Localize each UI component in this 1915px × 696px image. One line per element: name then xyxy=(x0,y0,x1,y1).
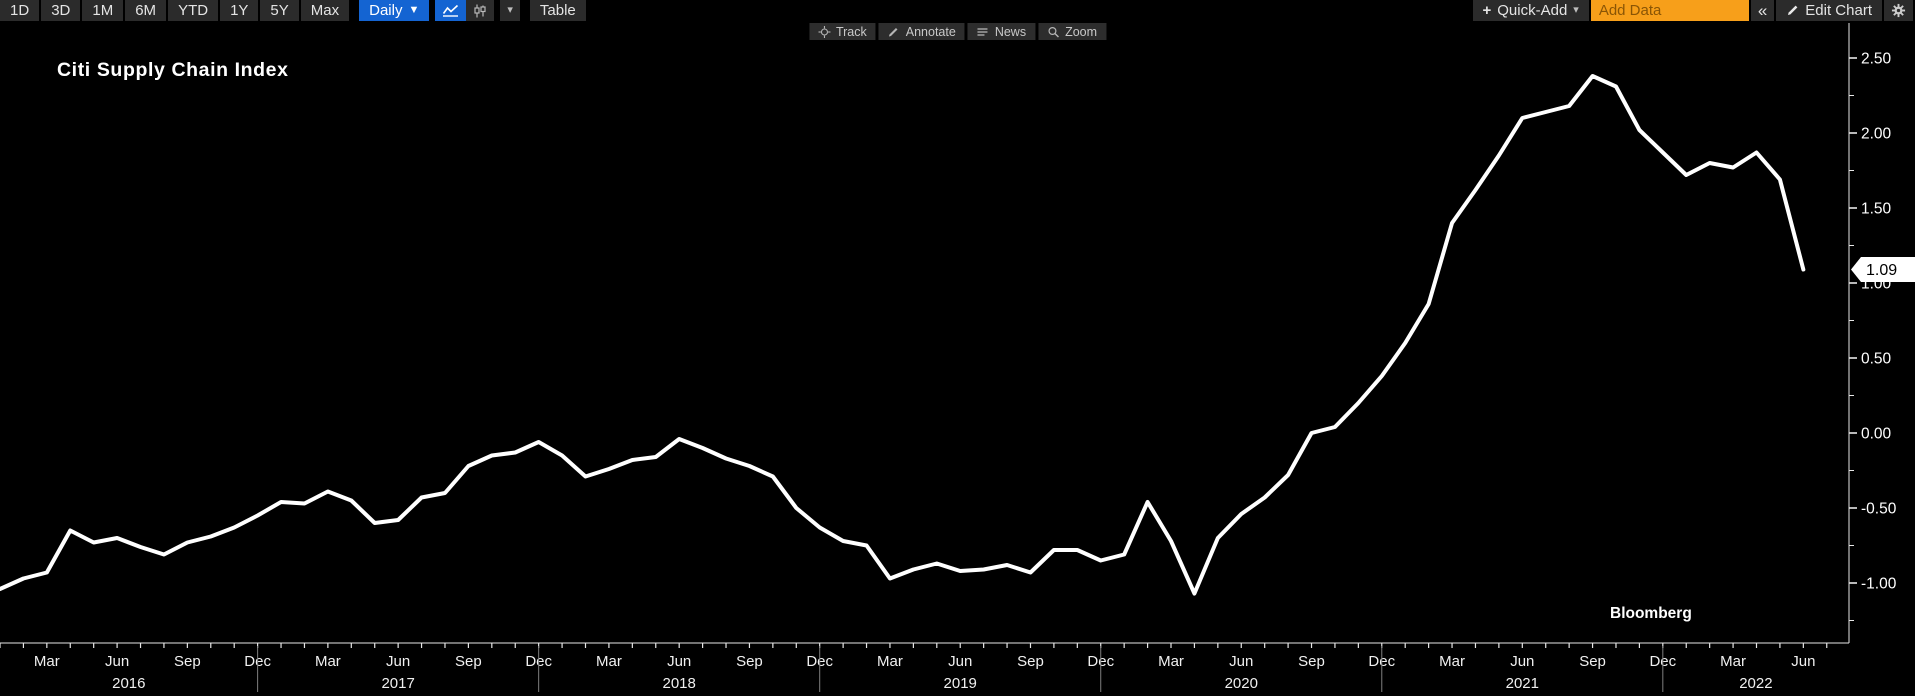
track-button[interactable]: Track xyxy=(808,23,876,40)
x-axis-month-label: Mar xyxy=(1720,653,1746,670)
settings-button[interactable] xyxy=(1884,0,1913,21)
x-axis-month-label: Mar xyxy=(877,653,903,670)
annotate-button[interactable]: Annotate xyxy=(878,23,965,40)
line-chart-icon xyxy=(443,4,459,17)
quick-add-button[interactable]: + Quick-Add ▾ xyxy=(1472,0,1589,21)
period-button-3d[interactable]: 3D xyxy=(41,0,81,21)
chart-toolbar: 1D 3D 1M 6M YTD 1Y 5Y Max Daily ▼ xyxy=(0,0,1915,22)
x-axis-month-label: Mar xyxy=(1439,653,1465,670)
x-axis-year-label: 2022 xyxy=(1739,675,1772,692)
chart-title: Citi Supply Chain Index xyxy=(57,59,289,81)
period-button-1m[interactable]: 1M xyxy=(82,0,124,21)
y-axis-tick-label: 0.00 xyxy=(1861,426,1892,443)
x-axis-month-label: Jun xyxy=(1791,653,1815,670)
x-axis-month-label: Mar xyxy=(596,653,622,670)
y-axis-tick-label: 0.50 xyxy=(1861,351,1892,368)
x-axis-month-label: Mar xyxy=(34,653,60,670)
period-button-1d[interactable]: 1D xyxy=(0,0,40,21)
x-axis-month-label: Sep xyxy=(455,653,482,670)
x-axis-year-label: 2021 xyxy=(1506,675,1539,692)
plus-icon: + xyxy=(1482,2,1492,19)
candlestick-chart-type-button[interactable] xyxy=(466,0,495,21)
magnifier-icon xyxy=(1048,26,1059,37)
x-axis-year-label: 2020 xyxy=(1225,675,1258,692)
last-value-badge-text: 1.09 xyxy=(1866,262,1897,279)
frequency-dropdown[interactable]: Daily ▼ xyxy=(359,0,430,21)
x-axis-month-label: Mar xyxy=(315,653,341,670)
frequency-label: Daily xyxy=(369,2,403,19)
y-axis-tick-label: 2.00 xyxy=(1861,126,1892,143)
x-axis-year-label: 2016 xyxy=(112,675,145,692)
zoom-button[interactable]: Zoom xyxy=(1038,23,1107,40)
bloomberg-watermark: Bloomberg xyxy=(1610,605,1692,622)
add-data-input[interactable] xyxy=(1590,0,1749,21)
x-axis-year-label: 2017 xyxy=(381,675,414,692)
pencil-icon xyxy=(1788,5,1798,15)
chart-type-more-dropdown[interactable]: ▾ xyxy=(500,0,520,21)
period-button-max[interactable]: Max xyxy=(300,0,350,21)
x-axis-month-label: Jun xyxy=(667,653,691,670)
caret-down-icon: ▼ xyxy=(408,4,420,16)
zoom-label: Zoom xyxy=(1065,24,1098,39)
x-axis-month-label: Sep xyxy=(1579,653,1606,670)
period-button-6m[interactable]: 6M xyxy=(125,0,167,21)
candlestick-icon xyxy=(474,4,486,17)
collapse-icon: « xyxy=(1757,1,1768,20)
period-button-1y[interactable]: 1Y xyxy=(220,0,259,21)
x-axis-month-label: Jun xyxy=(948,653,972,670)
x-axis-month-label: Sep xyxy=(736,653,763,670)
x-axis-month-label: Jun xyxy=(1510,653,1534,670)
edit-chart-label: Edit Chart xyxy=(1805,2,1872,19)
track-label: Track xyxy=(835,24,867,39)
x-axis-month-label: Sep xyxy=(174,653,201,670)
period-button-group: 1D 3D 1M 6M YTD 1Y 5Y Max xyxy=(0,0,350,21)
toolbar-right-group: + Quick-Add ▾ « Edit Chart xyxy=(1472,0,1915,21)
x-axis-month-label: Sep xyxy=(1298,653,1325,670)
period-button-5y[interactable]: 5Y xyxy=(260,0,299,21)
x-axis-month-label: Mar xyxy=(1158,653,1184,670)
x-axis-month-label: Jun xyxy=(1229,653,1253,670)
y-axis-tick-label: -1.00 xyxy=(1861,576,1897,593)
chart-line xyxy=(0,74,1806,596)
pencil-icon xyxy=(889,27,898,36)
x-axis-month-label: Sep xyxy=(1017,653,1044,670)
line-chart-type-button[interactable] xyxy=(435,0,467,21)
chart-tools-bar: Track Annotate News Zoom xyxy=(808,23,1107,40)
y-axis-tick-label: 1.50 xyxy=(1861,201,1892,218)
y-axis-tick-label: 2.50 xyxy=(1861,51,1892,68)
x-axis-month-label: Jun xyxy=(105,653,129,670)
x-axis-year-label: 2019 xyxy=(944,675,977,692)
news-icon xyxy=(977,27,988,36)
table-button[interactable]: Table xyxy=(529,0,586,21)
news-button[interactable]: News xyxy=(967,23,1036,40)
x-axis-year-label: 2018 xyxy=(662,675,695,692)
edit-chart-button[interactable]: Edit Chart xyxy=(1776,0,1882,21)
period-button-ytd[interactable]: YTD xyxy=(168,0,219,21)
gear-icon xyxy=(1891,3,1906,18)
last-value-badge xyxy=(1851,257,1915,282)
quick-add-label: Quick-Add xyxy=(1497,2,1568,19)
caret-small-icon: ▾ xyxy=(1573,4,1579,16)
y-axis-tick-label: -0.50 xyxy=(1861,501,1897,518)
crosshair-icon xyxy=(817,25,830,38)
annotate-label: Annotate xyxy=(905,24,956,39)
x-axis-month-label: Jun xyxy=(386,653,410,670)
caret-small-icon: ▾ xyxy=(507,4,513,16)
collapse-panel-button[interactable]: « xyxy=(1750,0,1775,21)
news-label: News xyxy=(994,24,1027,39)
